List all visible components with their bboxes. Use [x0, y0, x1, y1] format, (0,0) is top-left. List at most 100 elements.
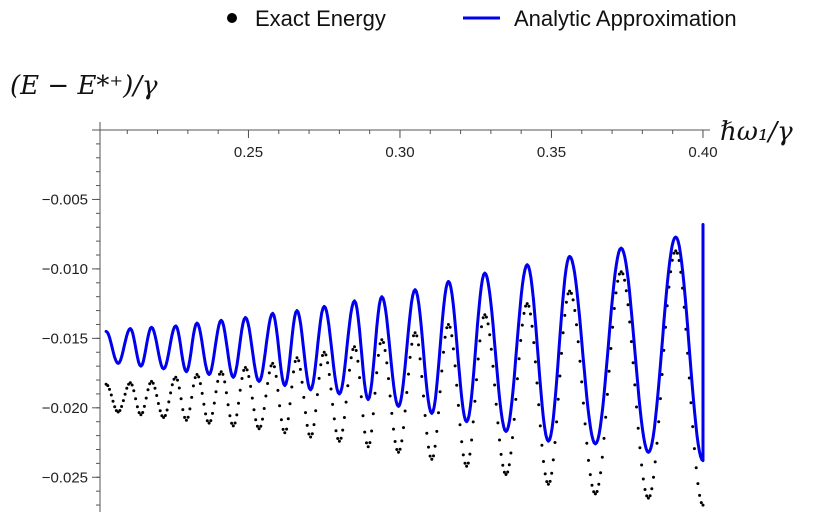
exact-energy-point — [219, 370, 223, 374]
exact-energy-point — [583, 422, 587, 426]
exact-energy-point — [156, 402, 160, 405]
exact-energy-point — [672, 251, 676, 255]
exact-energy-point — [397, 450, 400, 454]
exact-energy-point — [593, 492, 597, 496]
exact-energy-point — [453, 364, 457, 368]
legend-marker-exact-energy — [227, 13, 237, 23]
exact-energy-point — [511, 436, 514, 440]
exact-energy-point — [252, 408, 256, 412]
exact-energy-point — [205, 419, 209, 423]
exact-energy-point — [568, 289, 572, 293]
exact-energy-point — [235, 413, 239, 417]
exact-energy-point — [689, 401, 693, 405]
exact-energy-point — [257, 427, 261, 431]
exact-energy-point — [643, 488, 647, 491]
exact-energy-point — [435, 429, 439, 433]
exact-energy-point — [696, 482, 700, 486]
exact-energy-point — [525, 302, 529, 306]
exact-energy-point — [446, 323, 450, 326]
exact-energy-point — [242, 368, 246, 372]
exact-energy-point — [261, 417, 264, 421]
exact-energy-point — [438, 390, 442, 394]
x-tick-label: 0.40 — [688, 144, 717, 161]
exact-energy-point — [509, 451, 513, 455]
exact-energy-point — [184, 418, 188, 422]
exact-energy-point — [202, 402, 206, 406]
exact-energy-point — [631, 361, 635, 365]
exact-energy-point — [327, 373, 331, 376]
exact-energy-point — [106, 384, 110, 388]
exact-energy-point — [418, 357, 422, 361]
exact-energy-point — [363, 430, 367, 434]
exact-energy-point — [297, 359, 301, 363]
exact-energy-point — [304, 411, 307, 415]
exact-energy-point — [370, 429, 374, 433]
exact-energy-point — [290, 385, 294, 389]
exact-energy-point — [633, 383, 637, 387]
exact-energy-point — [385, 361, 389, 365]
exact-energy-point — [400, 439, 404, 443]
exact-energy-point — [163, 414, 167, 417]
exact-energy-point — [259, 424, 263, 428]
exact-energy-point — [456, 403, 460, 407]
x-tick-label: 0.35 — [537, 144, 566, 161]
exact-energy-point — [176, 378, 179, 382]
exact-energy-point — [387, 377, 390, 381]
exact-energy-point — [186, 415, 190, 419]
exact-energy-point — [604, 415, 608, 419]
exact-energy-point — [341, 428, 345, 432]
exact-energy-point — [658, 397, 662, 401]
exact-energy-point — [555, 420, 559, 424]
exact-energy-point — [255, 424, 259, 428]
exact-energy-point — [698, 493, 702, 497]
exact-energy-point — [346, 384, 350, 388]
exact-energy-point — [458, 423, 462, 427]
exact-energy-point — [478, 339, 482, 343]
exact-energy-point — [440, 369, 444, 373]
exact-energy-point — [621, 272, 625, 276]
exact-energy-point — [228, 414, 232, 418]
exact-energy-point — [491, 364, 495, 368]
exact-energy-point — [537, 403, 541, 407]
exact-energy-point — [373, 391, 377, 395]
exact-energy-point — [701, 503, 705, 507]
exact-energy-point — [540, 443, 544, 447]
exact-energy-point — [390, 411, 394, 415]
exact-energy-point — [216, 379, 220, 383]
exact-energy-point — [190, 395, 194, 399]
exact-energy-point — [473, 399, 477, 403]
exact-energy-point — [427, 445, 430, 449]
exact-energy-point — [428, 454, 432, 458]
exact-energy-point — [395, 448, 399, 451]
exact-energy-point — [128, 381, 132, 385]
exact-energy-point — [319, 363, 323, 367]
exact-energy-point — [356, 359, 360, 363]
exact-energy-point — [376, 353, 380, 357]
exact-energy-point — [612, 307, 616, 310]
exact-energy-point — [167, 400, 171, 404]
exact-energy-point — [148, 382, 152, 386]
legend-label-analytic-approximation: Analytic Approximation — [514, 6, 737, 31]
exact-energy-point — [498, 438, 501, 442]
exact-energy-point — [365, 441, 368, 445]
exact-energy-point — [648, 494, 652, 498]
exact-energy-point — [415, 334, 419, 338]
exact-energy-point — [368, 441, 372, 445]
exact-energy-point — [240, 377, 244, 380]
x-axis-ticks: 0.25 0.30 0.35 0.40 — [126, 130, 718, 161]
exact-energy-point — [191, 384, 195, 388]
exact-energy-point — [494, 402, 498, 406]
exact-energy-point — [321, 354, 324, 357]
exact-energy-point — [699, 501, 703, 505]
exact-energy-point — [432, 454, 435, 458]
exact-energy-point — [137, 411, 141, 415]
exact-energy-point — [657, 420, 661, 424]
exact-energy-point — [322, 350, 326, 354]
exact-energy-point — [433, 444, 437, 448]
exact-energy-point — [581, 401, 585, 405]
exact-energy-point — [135, 405, 139, 409]
exact-energy-point — [285, 427, 289, 431]
exact-energy-point — [524, 304, 528, 308]
exact-energy-point — [218, 372, 221, 376]
exact-energy-point — [614, 291, 618, 295]
